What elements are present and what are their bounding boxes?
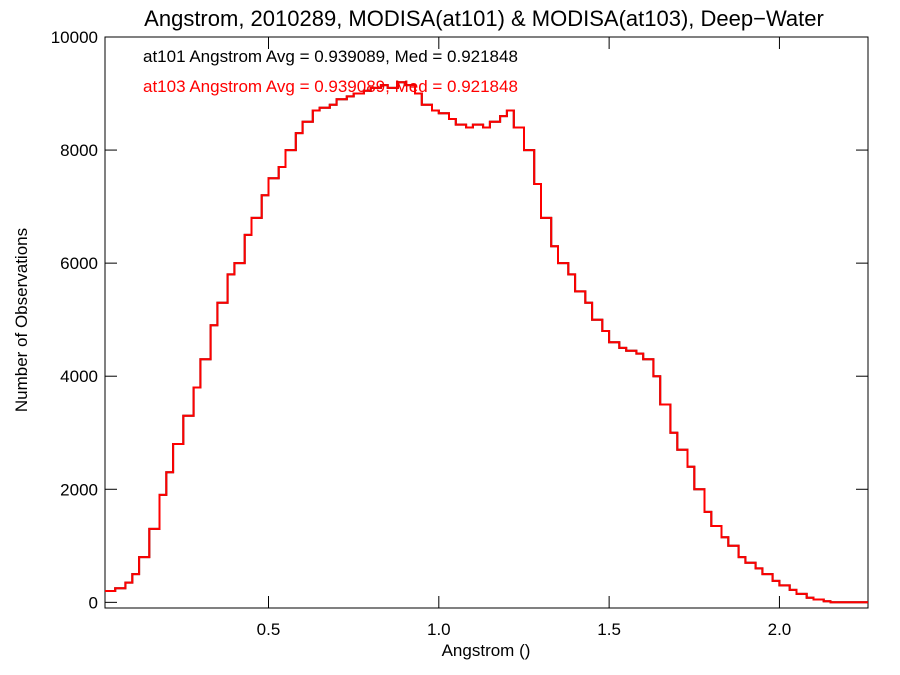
x-tick-label: 1.5	[597, 620, 621, 639]
x-tick-label: 2.0	[768, 620, 792, 639]
x-axis-label: Angstrom ()	[442, 641, 531, 660]
y-tick-label: 2000	[60, 480, 98, 499]
plot-area: 0.5 1.0 1.5 2.0 0 2000 4000 6000 8000 10000	[51, 28, 869, 639]
y-axis-label: Number of Observations	[12, 228, 31, 412]
plot-frame	[104, 36, 869, 609]
annotation-at101-stats: at101 Angstrom Avg = 0.939089, Med = 0.9…	[143, 47, 518, 66]
x-tick-label: 0.5	[257, 620, 281, 639]
series-at103-histogram	[105, 81, 868, 604]
y-tick-label: 10000	[51, 28, 98, 47]
y-tick-label: 6000	[60, 254, 98, 273]
x-tick-label: 1.0	[427, 620, 451, 639]
annotation-at103-stats: at103 Angstrom Avg = 0.939089, Med = 0.9…	[143, 77, 518, 96]
y-tick-label: 8000	[60, 141, 98, 160]
y-tick-label: 0	[89, 593, 98, 612]
y-tick-label: 4000	[60, 367, 98, 386]
series-at101-histogram	[105, 81, 868, 604]
chart-title: Angstrom, 2010289, MODISA(at101) & MODIS…	[144, 6, 824, 31]
